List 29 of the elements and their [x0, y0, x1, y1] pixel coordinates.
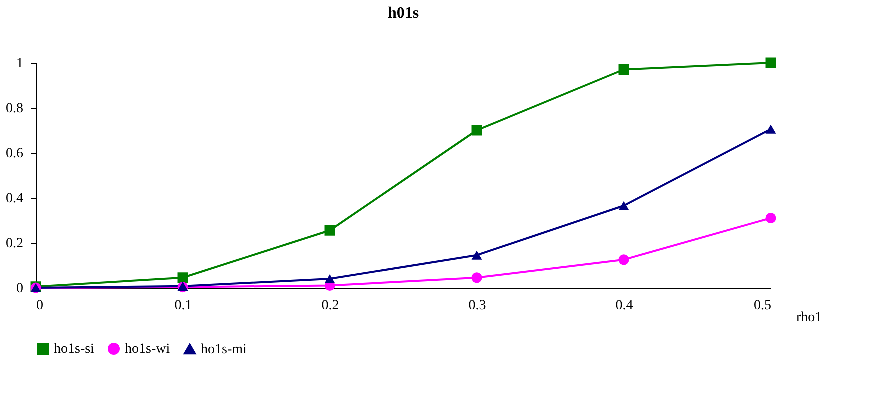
- x-tick-label: 0.2: [322, 298, 340, 314]
- point: [472, 250, 482, 260]
- x-tick-label: 0.1: [174, 298, 192, 314]
- point: [324, 225, 336, 236]
- y-tick-label: 0.8: [6, 102, 24, 116]
- y-tick-label: 1: [16, 56, 24, 72]
- point: [324, 274, 336, 284]
- x-tick-label: 0.5: [754, 298, 772, 314]
- point: [178, 272, 188, 284]
- legend-label: ho1s-wi: [125, 342, 170, 357]
- x-tick-label: 0: [36, 298, 44, 314]
- legend-label: ho1s-si: [54, 342, 95, 357]
- point: [618, 64, 630, 75]
- point: [618, 254, 630, 266]
- point: [766, 124, 776, 134]
- point: [472, 272, 482, 284]
- point: [766, 58, 776, 68]
- y-tick-label: 0: [16, 282, 24, 296]
- chart-title: h01s: [388, 5, 420, 22]
- legend-label: ho1s-mi: [201, 342, 247, 358]
- point: [766, 213, 776, 224]
- y-tick-label: 0.2: [6, 236, 24, 252]
- x-axis-title: rho1: [796, 310, 822, 326]
- point: [618, 201, 630, 210]
- y-tick-label: 0.4: [6, 192, 24, 206]
- point: [472, 125, 482, 136]
- y-tick-label: 0.6: [6, 146, 24, 162]
- x-tick-label: 0.4: [616, 298, 634, 314]
- x-tick-label: 0.3: [468, 298, 486, 314]
